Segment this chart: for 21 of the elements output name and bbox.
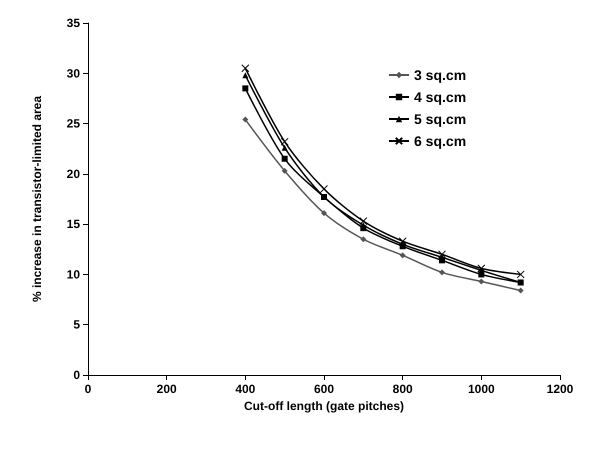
y-tick-label: 35 — [66, 16, 80, 30]
x-tick-label: 1000 — [468, 382, 496, 396]
y-tick-label: 25 — [66, 116, 80, 131]
legend-label: 5 sq.cm — [414, 111, 466, 127]
y-tick-label: 0 — [73, 368, 80, 382]
x-tick-label: 200 — [156, 382, 177, 396]
y-tick-label: 10 — [66, 267, 80, 282]
x-tick-label: 400 — [235, 382, 256, 396]
x-tick-label: 600 — [314, 382, 334, 396]
legend-label: 3 sq.cm — [414, 67, 466, 83]
y-axis-title: % increase in transistor-limited area — [30, 96, 44, 302]
y-tick-label: 15 — [66, 217, 80, 232]
y-tick-label: 20 — [66, 166, 80, 181]
y-tick-label: 30 — [66, 66, 80, 80]
x-axis-title: Cut-off length (gate pitches) — [244, 399, 404, 413]
y-tick-label: 5 — [73, 318, 80, 332]
legend-label: 4 sq.cm — [414, 89, 466, 105]
legend-label: 6 sq.cm — [414, 133, 466, 149]
x-tick-label: 0 — [84, 382, 92, 396]
x-tick-label: 800 — [392, 382, 413, 396]
x-tick-label: 1200 — [546, 382, 574, 396]
